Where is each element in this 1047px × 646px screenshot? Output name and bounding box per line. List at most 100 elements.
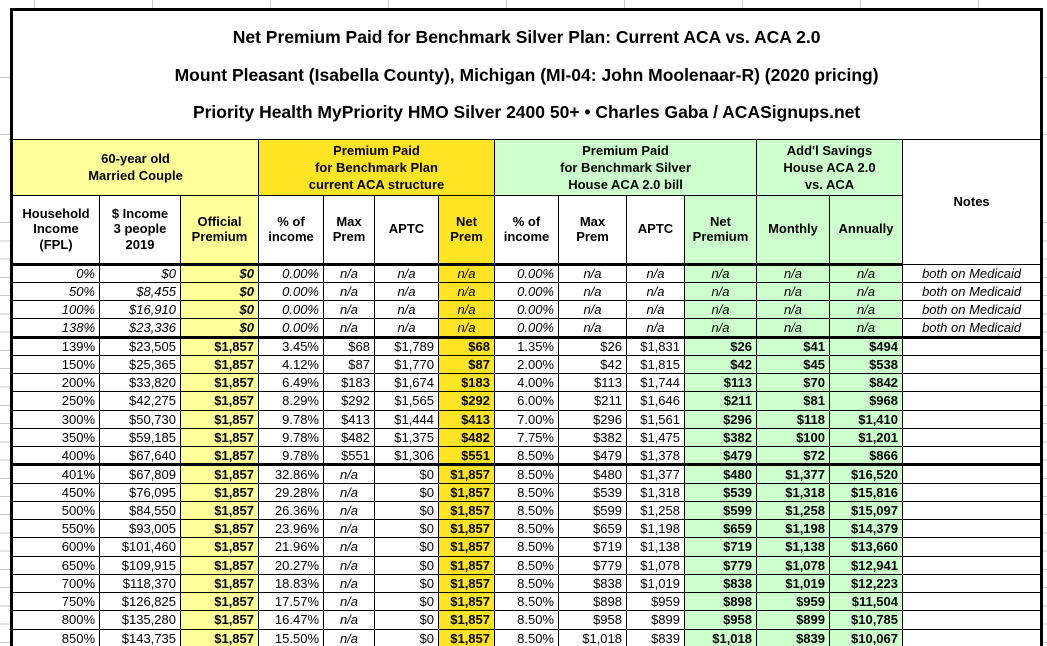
cell-aca-max-prem[interactable]: n/a [323, 555, 375, 575]
cell-notes[interactable]: both on Medicaid [901, 263, 1043, 283]
cell-aca-aptc[interactable]: $0 [374, 628, 439, 646]
cell-notes[interactable] [901, 555, 1043, 575]
cell-official-premium[interactable]: $1,857 [180, 354, 259, 375]
cell-aca-pct-of-income[interactable]: 21.96% [258, 537, 324, 557]
col-header-aca-net-prem[interactable]: Net Prem [438, 194, 495, 266]
cell-official-premium[interactable]: $1,857 [180, 591, 259, 612]
cell-official-premium[interactable]: $0 [180, 263, 259, 283]
cell-aca-pct-of-income[interactable]: 6.49% [258, 372, 324, 393]
cell-aca20-pct-of-income[interactable]: 8.50% [494, 537, 559, 557]
cell-official-premium[interactable]: $1,857 [180, 500, 259, 521]
cell-official-premium[interactable]: $1,857 [180, 573, 259, 594]
cell-savings-monthly[interactable]: $1,318 [756, 482, 830, 502]
cell-notes[interactable]: both on Medicaid [901, 299, 1043, 320]
cell-aca-max-prem[interactable]: $183 [323, 372, 375, 393]
cell-savings-monthly[interactable]: $72 [756, 445, 830, 467]
cell-aca20-pct-of-income[interactable]: 8.50% [494, 482, 559, 502]
cell-aca-aptc[interactable]: n/a [374, 263, 439, 283]
cell-aca-pct-of-income[interactable]: 0.00% [258, 318, 324, 339]
cell-savings-annually[interactable]: $1,410 [829, 409, 903, 429]
cell-official-premium[interactable]: $1,857 [180, 518, 259, 539]
cell-aca20-aptc[interactable]: n/a [626, 281, 685, 302]
cell-aca20-max-prem[interactable]: $382 [558, 427, 627, 448]
cell-aca-max-prem[interactable]: n/a [323, 573, 375, 594]
cell-aca20-max-prem[interactable]: $479 [558, 445, 627, 467]
cell-savings-monthly[interactable]: n/a [756, 299, 830, 320]
cell-aca20-pct-of-income[interactable]: 4.00% [494, 372, 559, 393]
cell-aca-aptc[interactable]: $1,565 [374, 391, 439, 411]
cell-aca-net-prem[interactable]: n/a [438, 263, 495, 283]
cell-aca20-pct-of-income[interactable]: 6.00% [494, 391, 559, 411]
cell-aca20-net-premium[interactable]: $26 [684, 336, 757, 356]
cell-aca20-net-premium[interactable]: $539 [684, 482, 757, 502]
cell-aca-pct-of-income[interactable]: 0.00% [258, 263, 324, 283]
cell-fpl[interactable]: 139% [11, 336, 100, 356]
cell-notes[interactable] [901, 591, 1043, 612]
cell-notes[interactable] [901, 500, 1043, 521]
cell-income[interactable]: $25,365 [99, 354, 181, 375]
cell-aca20-net-premium[interactable]: $211 [684, 391, 757, 411]
cell-aca-aptc[interactable]: $0 [374, 591, 439, 612]
cell-aca20-aptc[interactable]: n/a [626, 263, 685, 283]
cell-aca20-max-prem[interactable]: $26 [558, 336, 627, 356]
cell-aca-max-prem[interactable]: n/a [323, 263, 375, 283]
cell-aca20-max-prem[interactable]: n/a [558, 263, 627, 283]
cell-fpl[interactable]: 850% [11, 628, 100, 646]
cell-aca20-net-premium[interactable]: $1,018 [684, 628, 757, 646]
cell-aca20-net-premium[interactable]: n/a [684, 299, 757, 320]
cell-aca20-net-premium[interactable]: $838 [684, 573, 757, 594]
cell-fpl[interactable]: 138% [11, 318, 100, 339]
cell-aca-aptc[interactable]: $1,444 [374, 409, 439, 429]
cell-savings-annually[interactable]: $15,816 [829, 482, 903, 502]
cell-income[interactable]: $23,505 [99, 336, 181, 356]
cell-aca-aptc[interactable]: $1,789 [374, 336, 439, 356]
cell-aca20-max-prem[interactable]: $779 [558, 555, 627, 575]
cell-official-premium[interactable]: $1,857 [180, 372, 259, 393]
cell-income[interactable]: $93,005 [99, 518, 181, 539]
cell-income[interactable]: $118,370 [99, 573, 181, 594]
cell-savings-monthly[interactable]: $45 [756, 354, 830, 375]
cell-aca-net-prem[interactable]: $87 [438, 354, 495, 375]
cell-aca20-net-premium[interactable]: n/a [684, 318, 757, 339]
col-header-aca-pct-of-income[interactable]: % of income [258, 194, 324, 266]
cell-fpl[interactable]: 0% [11, 263, 100, 283]
cell-aca-pct-of-income[interactable]: 18.83% [258, 573, 324, 594]
cell-aca20-net-premium[interactable]: $719 [684, 537, 757, 557]
cell-savings-annually[interactable]: $11,504 [829, 591, 903, 612]
cell-aca20-aptc[interactable]: $1,561 [626, 409, 685, 429]
cell-savings-annually[interactable]: n/a [829, 318, 903, 339]
cell-aca-max-prem[interactable]: n/a [323, 537, 375, 557]
cell-aca20-aptc[interactable]: $1,198 [626, 518, 685, 539]
cell-aca-pct-of-income[interactable]: 9.78% [258, 445, 324, 467]
cell-savings-monthly[interactable]: $81 [756, 391, 830, 411]
cell-aca20-pct-of-income[interactable]: 7.75% [494, 427, 559, 448]
cell-savings-monthly[interactable]: $1,019 [756, 573, 830, 594]
cell-fpl[interactable]: 100% [11, 299, 100, 320]
col-header-aca20-pct-of-income[interactable]: % of income [494, 194, 559, 266]
cell-aca-net-prem[interactable]: $1,857 [438, 518, 495, 539]
cell-savings-annually[interactable]: $494 [829, 336, 903, 356]
cell-aca-aptc[interactable]: $0 [374, 610, 439, 630]
cell-income[interactable]: $135,280 [99, 610, 181, 630]
cell-aca-pct-of-income[interactable]: 16.47% [258, 610, 324, 630]
cell-aca20-aptc[interactable]: $1,318 [626, 482, 685, 502]
cell-savings-annually[interactable]: $15,097 [829, 500, 903, 521]
cell-aca20-pct-of-income[interactable]: 2.00% [494, 354, 559, 375]
cell-aca-net-prem[interactable]: $1,857 [438, 500, 495, 521]
cell-aca20-max-prem[interactable]: $659 [558, 518, 627, 539]
cell-aca-max-prem[interactable]: $68 [323, 336, 375, 356]
cell-aca20-net-premium[interactable]: n/a [684, 263, 757, 283]
cell-savings-annually[interactable]: $12,223 [829, 573, 903, 594]
cell-notes[interactable] [901, 610, 1043, 630]
cell-notes[interactable]: both on Medicaid [901, 281, 1043, 302]
cell-aca-aptc[interactable]: $0 [374, 518, 439, 539]
cell-official-premium[interactable]: $1,857 [180, 610, 259, 630]
cell-aca20-aptc[interactable]: $1,646 [626, 391, 685, 411]
cell-savings-monthly[interactable]: $100 [756, 427, 830, 448]
col-header-savings-monthly[interactable]: Monthly [756, 194, 830, 266]
cell-savings-monthly[interactable]: $1,258 [756, 500, 830, 521]
cell-aca20-aptc[interactable]: $959 [626, 591, 685, 612]
cell-aca20-pct-of-income[interactable]: 8.50% [494, 573, 559, 594]
cell-aca-max-prem[interactable]: n/a [323, 518, 375, 539]
cell-aca-max-prem[interactable]: n/a [323, 482, 375, 502]
